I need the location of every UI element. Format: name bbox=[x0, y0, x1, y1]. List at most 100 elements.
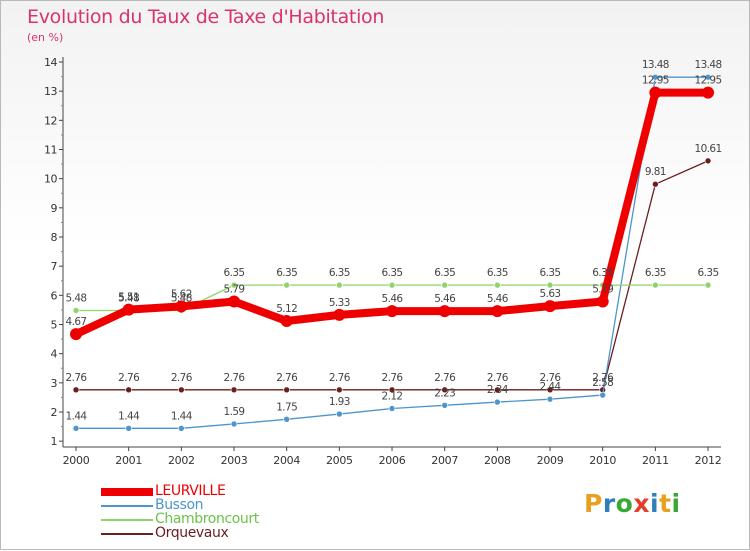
y-tick-label: 5 bbox=[51, 319, 58, 332]
data-point-busson bbox=[494, 398, 501, 406]
logo-letter: t bbox=[659, 489, 672, 518]
data-point-leurville bbox=[596, 295, 609, 308]
x-tick-label: 2006 bbox=[379, 454, 406, 467]
data-label-orquevaux: 2.76 bbox=[118, 372, 140, 384]
data-label-chambroncourt: 6.35 bbox=[540, 267, 561, 279]
logo-letter: r bbox=[602, 489, 616, 518]
legend-swatch-leurville bbox=[101, 488, 153, 496]
data-point-busson bbox=[230, 420, 238, 428]
data-label-busson: 2.12 bbox=[382, 391, 403, 403]
data-label-busson: 1.44 bbox=[118, 410, 140, 422]
data-label-leurville: 5.46 bbox=[487, 293, 509, 305]
y-tick-label: 10 bbox=[44, 173, 57, 186]
legend-item-orquevaux: Orquevaux bbox=[101, 525, 361, 541]
data-label-orquevaux: 2.76 bbox=[224, 372, 246, 384]
data-label-leurville: 5.79 bbox=[224, 283, 245, 295]
data-label-leurville: 5.62 bbox=[171, 288, 192, 300]
data-point-chambroncourt bbox=[283, 281, 290, 289]
data-point-leurville bbox=[70, 328, 82, 341]
data-label-orquevaux: 2.76 bbox=[540, 372, 562, 384]
legend-label-orquevaux: Orquevaux bbox=[155, 525, 229, 541]
data-label-chambroncourt: 5.48 bbox=[66, 293, 87, 305]
y-tick-label: 8 bbox=[51, 231, 58, 244]
data-point-chambroncourt bbox=[704, 281, 712, 289]
chart-title: Evolution du Taux de Taxe d'Habitation bbox=[27, 6, 385, 28]
x-tick-label: 2002 bbox=[168, 454, 195, 467]
data-label-chambroncourt: 6.35 bbox=[329, 267, 350, 279]
data-point-leurville bbox=[649, 86, 662, 99]
logo-letter: o bbox=[615, 489, 634, 518]
chart-subtitle: (en %) bbox=[27, 31, 64, 44]
data-label-chambroncourt: 6.35 bbox=[382, 267, 403, 279]
data-label-leurville: 5.12 bbox=[276, 303, 297, 315]
data-label-orquevaux: 2.76 bbox=[66, 372, 88, 384]
logo-letter: i bbox=[650, 489, 660, 518]
data-point-orquevaux bbox=[178, 386, 185, 394]
data-label-busson: 13.48 bbox=[695, 59, 722, 71]
y-tick-label: 9 bbox=[51, 202, 58, 215]
data-label-chambroncourt: 6.35 bbox=[276, 267, 297, 279]
logo-letter: i bbox=[671, 489, 681, 518]
data-point-busson bbox=[704, 73, 712, 81]
data-point-chambroncourt bbox=[546, 281, 554, 289]
logo-letter: P bbox=[584, 489, 603, 518]
data-label-leurville: 5.33 bbox=[329, 297, 350, 309]
y-tick-label: 7 bbox=[51, 260, 58, 273]
data-label-orquevaux: 2.76 bbox=[487, 372, 509, 384]
x-tick-label: 2010 bbox=[589, 454, 616, 467]
data-label-orquevaux: 2.76 bbox=[592, 372, 614, 384]
data-point-busson bbox=[388, 405, 396, 412]
data-label-busson: 13.48 bbox=[642, 59, 669, 71]
y-tick-label: 14 bbox=[44, 56, 57, 69]
data-point-orquevaux bbox=[546, 386, 554, 394]
x-tick-label: 2009 bbox=[537, 454, 564, 467]
data-point-busson bbox=[72, 425, 80, 432]
legend-swatch-chambroncourt bbox=[101, 519, 153, 521]
data-point-orquevaux bbox=[388, 386, 396, 394]
data-label-busson: 1.59 bbox=[224, 406, 245, 418]
x-tick-label: 2005 bbox=[326, 454, 353, 467]
data-point-leurville bbox=[491, 305, 504, 318]
x-tick-label: 2000 bbox=[63, 454, 90, 467]
data-label-chambroncourt: 6.35 bbox=[487, 267, 508, 279]
data-label-busson: 2.58 bbox=[592, 377, 613, 389]
logo-letter: x bbox=[633, 489, 650, 518]
data-point-chambroncourt bbox=[336, 281, 343, 289]
data-point-orquevaux bbox=[441, 386, 448, 394]
data-point-busson bbox=[178, 425, 185, 432]
x-tick-label: 2008 bbox=[484, 454, 511, 467]
data-point-busson bbox=[652, 73, 659, 81]
y-tick-label: 6 bbox=[51, 289, 58, 302]
data-label-chambroncourt: 6.35 bbox=[224, 267, 245, 279]
series-leurville bbox=[70, 86, 715, 341]
data-point-chambroncourt bbox=[494, 281, 501, 289]
data-label-orquevaux: 2.76 bbox=[382, 372, 404, 384]
data-point-orquevaux bbox=[125, 386, 132, 394]
data-label-busson: 2.23 bbox=[434, 387, 455, 399]
data-point-orquevaux bbox=[230, 386, 238, 394]
data-label-chambroncourt: 6.35 bbox=[592, 267, 613, 279]
x-tick-label: 2011 bbox=[642, 454, 669, 467]
legend-item-chambroncourt: Chambroncourt bbox=[101, 511, 361, 527]
data-label-leurville: 5.79 bbox=[592, 283, 613, 295]
y-tick-label: 1 bbox=[51, 435, 58, 448]
data-label-orquevaux: 2.76 bbox=[276, 372, 298, 384]
data-label-chambroncourt: 6.35 bbox=[645, 267, 666, 279]
data-label-busson: 2.44 bbox=[540, 381, 562, 393]
series-orquevaux bbox=[72, 157, 712, 394]
x-tick-label: 2004 bbox=[273, 454, 300, 467]
y-tick-label: 3 bbox=[51, 377, 58, 390]
data-point-leurville bbox=[702, 86, 715, 99]
y-tick-label: 2 bbox=[51, 406, 58, 419]
legend-item-busson: Busson bbox=[101, 497, 361, 513]
data-point-orquevaux bbox=[72, 386, 80, 394]
data-point-busson bbox=[125, 425, 132, 432]
data-point-leurville bbox=[438, 305, 451, 318]
data-point-leurville bbox=[386, 305, 399, 318]
legend-swatch-orquevaux bbox=[101, 533, 153, 535]
data-label-leurville: 12.95 bbox=[642, 75, 669, 87]
series-layer: 2.76 2.76 2.76 2.76 2.76 2.76 2.76 2.76 2.76 2.76… bbox=[66, 59, 722, 432]
data-label-orquevaux: 2.76 bbox=[171, 372, 193, 384]
data-label-chambroncourt: 6.35 bbox=[698, 267, 719, 279]
